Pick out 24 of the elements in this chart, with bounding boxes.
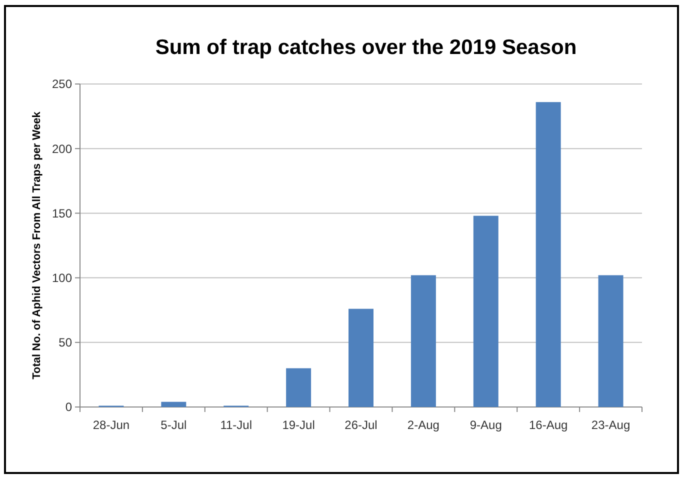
x-tick-label: 23-Aug — [591, 418, 630, 432]
bar — [410, 275, 436, 407]
y-tick-label: 50 — [58, 336, 72, 350]
y-tick-label: 150 — [52, 206, 72, 220]
x-tick-label: 11-Jul — [220, 418, 252, 432]
bar — [598, 275, 624, 407]
bar — [161, 402, 186, 407]
y-axis-title: Total No. of Aphid Vectors From All Traps per Week — [31, 110, 43, 380]
y-tick-label: 0 — [65, 400, 72, 414]
bar — [473, 216, 498, 407]
bar — [536, 102, 561, 407]
bar — [286, 368, 312, 407]
x-tick-label: 9-Aug — [470, 418, 502, 432]
x-tick-label: 26-Jul — [344, 418, 378, 432]
x-tick-label: 16-Aug — [528, 418, 568, 432]
x-tick-label: 2-Aug — [407, 418, 440, 432]
y-tick-label: 200 — [52, 142, 72, 156]
bar — [348, 308, 374, 407]
y-tick-label: 100 — [52, 271, 72, 285]
y-tick-label: 250 — [52, 77, 72, 92]
x-tick-label: 19-Jul — [282, 418, 315, 432]
x-tick-label: 5-Jul — [160, 418, 187, 432]
x-tick-label: 28-Jun — [92, 418, 130, 432]
chart-title: Sum of trap catches over the 2019 Season — [155, 36, 577, 59]
